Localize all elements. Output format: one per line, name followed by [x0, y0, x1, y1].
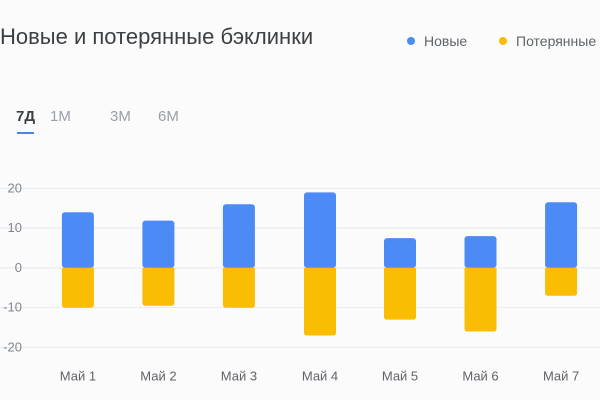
svg-text:10: 10 — [8, 220, 22, 235]
svg-text:0: 0 — [15, 260, 22, 275]
svg-text:-10: -10 — [3, 300, 22, 315]
svg-text:20: 20 — [8, 181, 22, 196]
svg-text:Май 7: Май 7 — [543, 369, 579, 384]
svg-text:Май 2: Май 2 — [140, 369, 176, 384]
svg-text:Май 1: Май 1 — [60, 369, 96, 384]
svg-text:Май 5: Май 5 — [382, 369, 418, 384]
svg-text:Май 4: Май 4 — [302, 369, 338, 384]
svg-text:Май 6: Май 6 — [462, 369, 498, 384]
svg-text:Май 3: Май 3 — [221, 369, 257, 384]
svg-text:-20: -20 — [3, 339, 22, 354]
